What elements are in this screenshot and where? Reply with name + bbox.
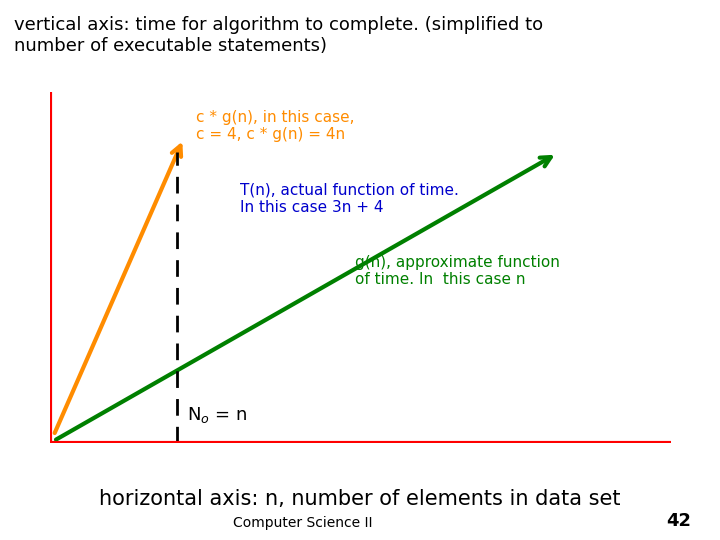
Text: Computer Science II: Computer Science II	[233, 516, 372, 530]
Text: vertical axis: time for algorithm to complete. (simplified to
number of executab: vertical axis: time for algorithm to com…	[14, 16, 544, 55]
Text: horizontal axis: n, number of elements in data set: horizontal axis: n, number of elements i…	[99, 489, 621, 509]
Text: T(n), actual function of time.
In this case 3n + 4: T(n), actual function of time. In this c…	[240, 183, 459, 215]
Text: N$_o$ = n: N$_o$ = n	[186, 404, 247, 424]
Text: c * g(n), in this case,
c = 4, c * g(n) = 4n: c * g(n), in this case, c = 4, c * g(n) …	[196, 110, 355, 143]
Text: g(n), approximate function
of time. In  this case n: g(n), approximate function of time. In t…	[354, 255, 559, 287]
Text: 42: 42	[666, 512, 691, 530]
